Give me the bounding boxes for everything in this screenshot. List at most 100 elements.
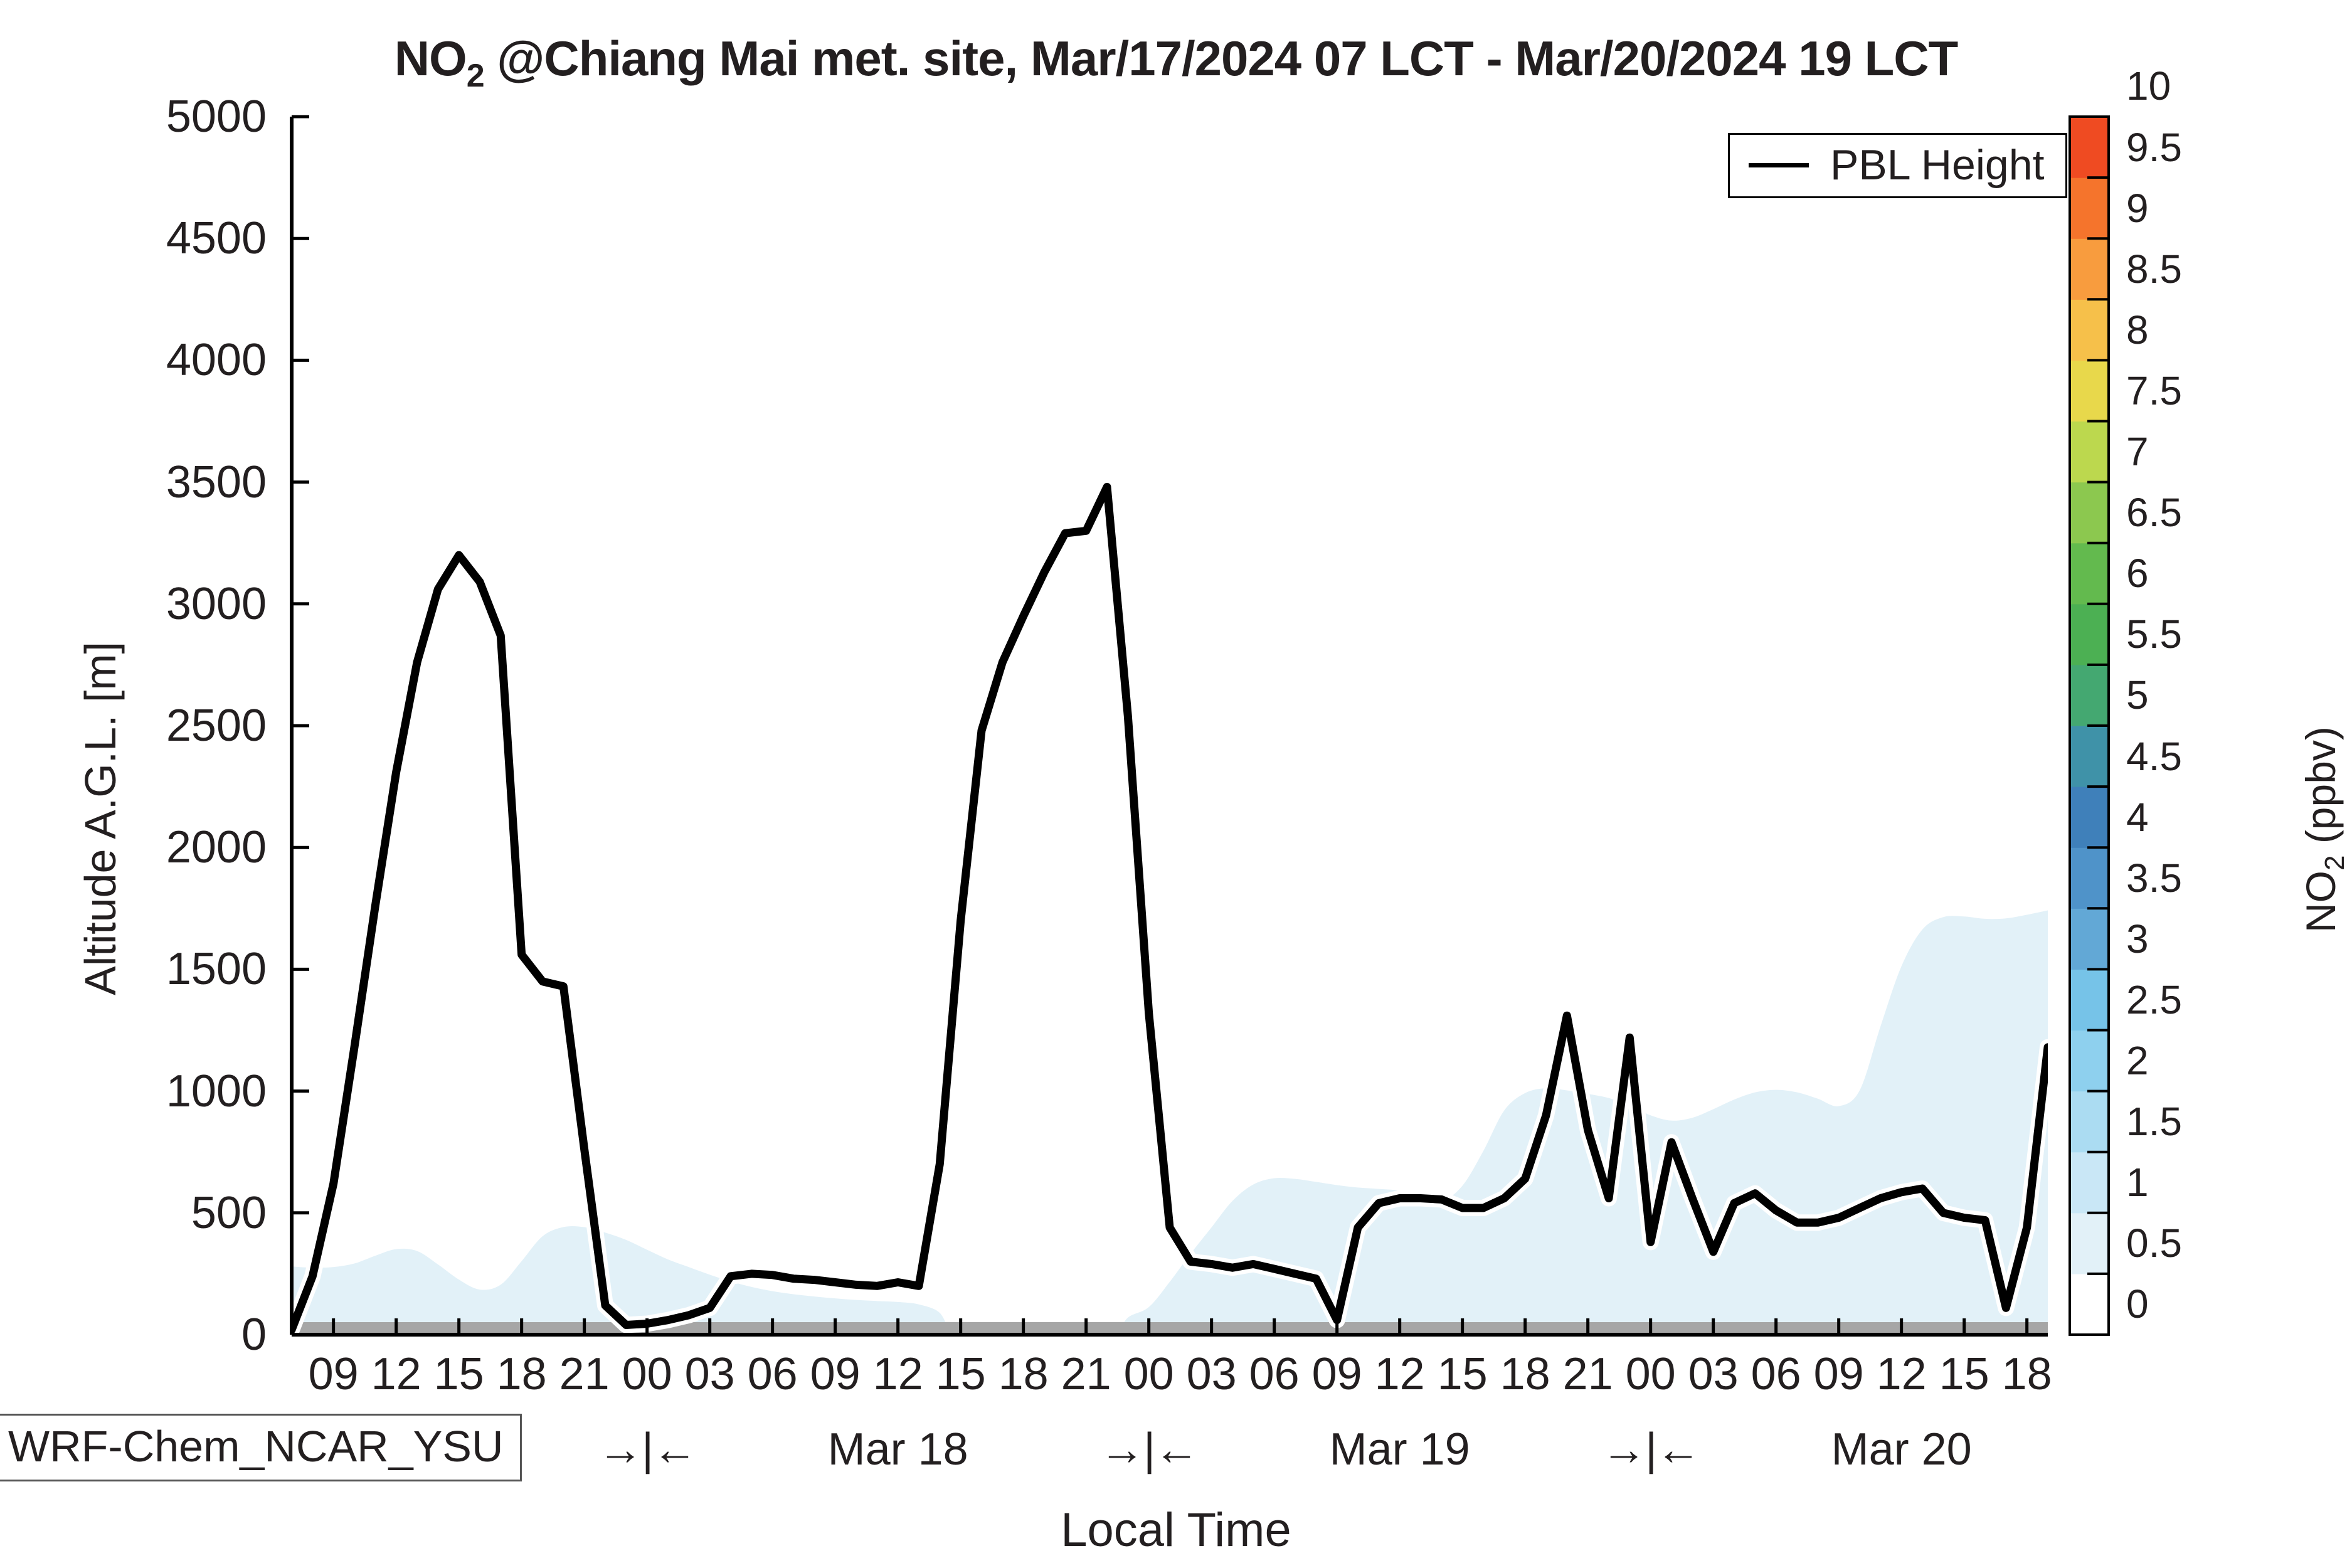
- colorbar-band: [2070, 908, 2109, 970]
- colorbar-band: [2070, 1091, 2109, 1153]
- colorbar-tick-label: 9: [2126, 185, 2149, 231]
- colorbar-tick-label: 5: [2126, 672, 2149, 718]
- y-tick-label: 4000: [166, 335, 267, 386]
- x-tick-label: 09: [1813, 1349, 1864, 1399]
- colorbar-tick-label: 2: [2126, 1038, 2149, 1084]
- x-tick-label: 12: [1876, 1349, 1927, 1399]
- ground-bar: [292, 1322, 2048, 1335]
- colorbar-tick-label: 2.5: [2126, 977, 2182, 1022]
- colorbar-band: [2070, 1273, 2109, 1335]
- colorbar-tick-label: 7: [2126, 429, 2149, 475]
- colorbar-tick-label: 5.5: [2126, 612, 2182, 657]
- colorbar-tick-label: 9.5: [2126, 124, 2182, 170]
- x-tick-label: 15: [1939, 1349, 1989, 1399]
- pbl-height-line: [292, 482, 2048, 1334]
- x-tick-label: 18: [496, 1349, 547, 1399]
- x-tick-label: 15: [433, 1349, 484, 1399]
- colorbar-band: [2070, 603, 2109, 665]
- pbl-height-line-swatch: [1749, 162, 1809, 167]
- x-tick-label: 21: [1562, 1349, 1613, 1399]
- x-tick-label: 12: [872, 1349, 923, 1399]
- colorbar-band: [2070, 664, 2109, 726]
- day-label: Mar 18: [827, 1424, 968, 1475]
- colorbar-band: [2070, 969, 2109, 1031]
- colorbar-tick-label: 1: [2126, 1160, 2149, 1205]
- colorbar-band: [2070, 299, 2109, 361]
- colorbar-tick-label: 3.5: [2126, 855, 2182, 901]
- x-tick-label: 15: [935, 1349, 986, 1399]
- colorbar-band: [2070, 117, 2109, 178]
- y-tick-label: 3500: [166, 457, 267, 507]
- x-tick-label: 21: [1061, 1349, 1111, 1399]
- colorbar-tick-label: 3: [2126, 916, 2149, 961]
- y-tick-label: 2500: [166, 701, 267, 751]
- colorbar-band: [2070, 238, 2109, 300]
- colorbar-tick-label: 1.5: [2126, 1099, 2182, 1145]
- legend-label-pbl-height: PBL Height: [1830, 141, 2045, 189]
- colorbar-band: [2070, 360, 2109, 422]
- colorbar-tick-label: 4: [2126, 794, 2149, 840]
- day-separator: →|←: [1601, 1424, 1701, 1475]
- colorbar-band: [2070, 543, 2109, 605]
- legend-box[interactable]: PBL Height: [1728, 133, 2068, 198]
- day-label: Mar 20: [1831, 1424, 1972, 1475]
- cb-no2-pre: NO: [2297, 871, 2344, 933]
- y-tick-label: 1000: [166, 1066, 267, 1116]
- model-tag-label: WRF-Chem_NCAR_YSU: [8, 1422, 504, 1471]
- cb-subscript: 2: [2319, 855, 2350, 871]
- x-tick-label: 18: [1500, 1349, 1550, 1399]
- x-tick-label: 00: [622, 1349, 672, 1399]
- colorbar-band: [2070, 726, 2109, 787]
- cb-units: (ppbv): [2297, 726, 2344, 856]
- colorbar-tick-label: 10: [2126, 63, 2171, 109]
- colorbar-tick-label: 0.5: [2126, 1221, 2182, 1266]
- x-tick-label: 21: [559, 1349, 610, 1399]
- x-tick-label: 09: [1311, 1349, 1362, 1399]
- chart-title: NO2 @Chiang Mai met. site, Mar/17/2024 0…: [0, 30, 2352, 94]
- x-tick-label: 06: [1751, 1349, 1801, 1399]
- colorbar-band: [2070, 482, 2109, 544]
- x-tick-label: 12: [371, 1349, 421, 1399]
- x-tick-label: 03: [1186, 1349, 1237, 1399]
- colorbar-band: [2070, 1152, 2109, 1214]
- colorbar-tick-label: 8: [2126, 307, 2149, 352]
- x-tick-label: 18: [998, 1349, 1049, 1399]
- colorbar-band: [2070, 177, 2109, 239]
- colorbar-band: [2070, 1212, 2109, 1274]
- x-tick-label: 06: [747, 1349, 798, 1399]
- model-tag-box: WRF-Chem_NCAR_YSU: [0, 1414, 522, 1481]
- y-tick-label: 3000: [166, 578, 267, 629]
- colorbar-band: [2070, 847, 2109, 909]
- title-no2-pre: NO: [394, 31, 467, 86]
- y-tick-label: 1500: [166, 944, 267, 995]
- colorbar-band: [2070, 787, 2109, 848]
- x-tick-label: 00: [1123, 1349, 1174, 1399]
- y-tick-label: 2000: [166, 822, 267, 873]
- x-tick-label: 06: [1249, 1349, 1300, 1399]
- day-label: Mar 19: [1329, 1424, 1470, 1475]
- y-axis-label: Altitude A.G.L. [m]: [76, 641, 125, 995]
- y-tick-label: 500: [191, 1187, 267, 1238]
- x-tick-label: 03: [1688, 1349, 1739, 1399]
- x-tick-label: 15: [1437, 1349, 1488, 1399]
- day-separator: →|←: [598, 1424, 697, 1475]
- colorbar-band: [2070, 421, 2109, 483]
- colorbar-tick-label: 0: [2126, 1281, 2149, 1327]
- x-tick-label: 03: [684, 1349, 735, 1399]
- x-axis-label: Local Time: [1061, 1503, 1291, 1557]
- title-rest: @Chiang Mai met. site, Mar/17/2024 07 LC…: [484, 31, 1958, 86]
- colorbar-tick-label: 6: [2126, 551, 2149, 596]
- colorbar-tick-label: 7.5: [2126, 368, 2182, 413]
- colorbar-tick-label: 4.5: [2126, 733, 2182, 779]
- y-tick-label: 0: [241, 1310, 267, 1360]
- day-separator: →|←: [1099, 1424, 1199, 1475]
- colorbar-tick-label: 6.5: [2126, 490, 2182, 536]
- x-tick-label: 18: [2001, 1349, 2052, 1399]
- x-tick-label: 12: [1374, 1349, 1425, 1399]
- x-tick-label: 09: [810, 1349, 861, 1399]
- colorbar-label: NO2 (ppbv): [2297, 726, 2350, 933]
- colorbar-band: [2070, 1030, 2109, 1092]
- contour-band: [292, 1226, 950, 1335]
